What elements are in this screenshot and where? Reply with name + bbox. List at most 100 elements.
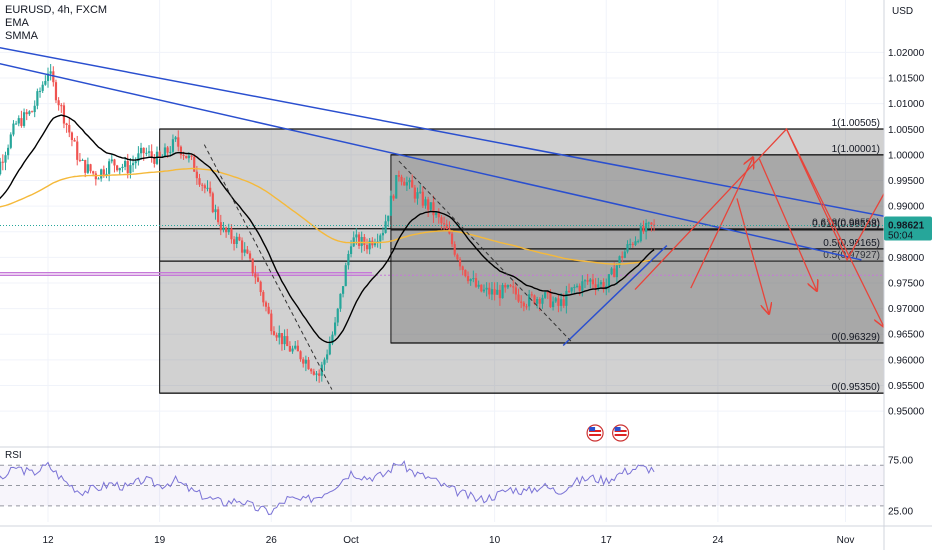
candle [4, 151, 7, 171]
candle [379, 233, 382, 249]
candle [318, 369, 321, 383]
candle-body [631, 243, 634, 245]
candle-body [36, 91, 39, 106]
candle-body [1, 161, 4, 163]
candle [219, 214, 222, 236]
candle-body [76, 141, 79, 160]
candle-body [25, 112, 28, 115]
candle [437, 208, 440, 224]
us-flag-icon[interactable] [612, 424, 630, 442]
candle [171, 134, 175, 156]
candle-body [62, 105, 66, 124]
candle-body [20, 118, 23, 126]
time-tick-label: 19 [154, 535, 166, 546]
candle [474, 273, 478, 288]
candle [424, 196, 427, 209]
horizontal-lines[interactable] [0, 272, 884, 276]
candle-body [408, 180, 411, 183]
trendline[interactable] [0, 45, 926, 225]
candle-body [7, 147, 10, 156]
candle [209, 181, 212, 197]
time-axis[interactable]: 12 19 26 Oct 10 17 24 Nov [0, 525, 932, 546]
candle-body [187, 155, 190, 159]
candle [506, 284, 509, 290]
candle-body [474, 278, 478, 287]
candle-body [60, 105, 63, 107]
candle-body [121, 166, 124, 168]
candle [246, 245, 249, 255]
fib-level-label: 0.618(0.98538) [812, 219, 880, 230]
trendline[interactable] [0, 60, 862, 261]
candle [336, 307, 339, 327]
price-tick-label: 1.01500 [888, 74, 925, 85]
candle [344, 262, 347, 287]
time-tick-label: 24 [712, 535, 724, 546]
candle [623, 249, 626, 259]
candle-body [193, 156, 196, 172]
price-tick-label: 0.98000 [888, 253, 925, 264]
symbol-title[interactable]: EURUSD, 4h, FXCM [5, 4, 108, 16]
candle [607, 273, 611, 293]
candle-body [352, 237, 355, 247]
candle-body [610, 268, 613, 275]
us-flag-icon[interactable] [586, 424, 604, 442]
candle-body [538, 298, 541, 304]
candle [304, 355, 307, 372]
candle [44, 75, 47, 86]
candle-body [310, 369, 313, 372]
projection-arrow[interactable] [785, 128, 884, 327]
candle [259, 280, 262, 296]
candle [137, 146, 140, 166]
candle [214, 204, 217, 220]
candle [581, 275, 584, 297]
candle-body [567, 290, 571, 292]
drawings[interactable] [0, 45, 926, 390]
event-markers[interactable] [586, 424, 630, 442]
candle-body [4, 155, 7, 163]
candle-body [504, 285, 507, 288]
projection-arrow[interactable] [690, 158, 753, 289]
smma-legend[interactable]: SMMA [5, 30, 38, 42]
price-tick-label: 1.00500 [888, 125, 925, 136]
candle [238, 233, 241, 242]
candle-body [9, 134, 12, 148]
candle [339, 293, 342, 312]
ema-legend[interactable]: EMA [5, 17, 29, 29]
candle-body [485, 287, 488, 290]
candle [78, 152, 81, 163]
candle [240, 237, 244, 260]
candle-body [575, 285, 579, 287]
candle [395, 174, 398, 199]
price-axis[interactable]: USD 0.95000 0.95500 0.96000 0.96500 0.97000 0.… [883, 0, 932, 550]
projection-arrow[interactable] [758, 158, 816, 291]
candle-body [256, 277, 260, 282]
candle-body [286, 336, 289, 347]
candle [328, 336, 331, 356]
candle [169, 146, 172, 156]
candle [65, 122, 68, 133]
fib-retracement-group[interactable]: 1(1.00505) 0.618(0.98559) 0.5(0.97927) 0(0.… [159, 118, 885, 394]
candle-body [591, 279, 595, 285]
candle [477, 280, 480, 289]
candle-body [116, 165, 119, 171]
candle [174, 135, 177, 142]
candle-body [554, 298, 557, 302]
candle-body [336, 308, 339, 323]
candle-body [347, 253, 350, 266]
rsi-legend: RSI [5, 450, 22, 461]
candle [650, 222, 653, 232]
candle-body [384, 221, 387, 233]
candle-body [147, 151, 151, 153]
candle [509, 284, 512, 288]
candle-body [525, 306, 528, 308]
projection-arrow[interactable] [736, 198, 769, 313]
candle-body [217, 209, 220, 223]
fib-level-label: 0.5(0.97927) [823, 250, 880, 261]
candle [121, 163, 124, 173]
candle [9, 132, 12, 150]
candle-body [129, 165, 132, 174]
trendline[interactable] [562, 245, 668, 347]
candle [575, 283, 579, 289]
candle [291, 345, 294, 354]
